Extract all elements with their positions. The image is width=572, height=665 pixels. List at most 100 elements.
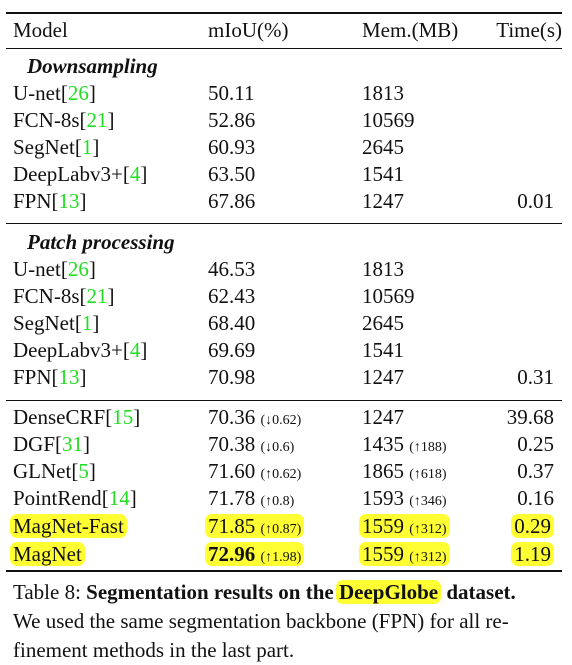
- mem-delta: (↑618): [409, 467, 447, 482]
- highlight-mark: MagNet-Fast: [10, 514, 127, 538]
- model-cell: DeepLabv3+[4]: [13, 162, 148, 186]
- citation-link[interactable]: 13: [58, 189, 80, 213]
- miou-delta: (↓0.6): [260, 440, 295, 455]
- citation-link[interactable]: 31: [62, 432, 84, 456]
- miou-cell: 63.50: [208, 162, 256, 186]
- table-row: FCN-8s[21] 52.86 10569: [0, 107, 572, 134]
- citation-link[interactable]: 13: [58, 365, 80, 389]
- citation-link[interactable]: 5: [78, 459, 89, 483]
- table-row-magnet: MagNet 72.96 (↑1.98) 1559 (↑312) 1.19: [0, 541, 572, 568]
- table-row: FCN-8s[21] 62.43 10569: [0, 283, 572, 310]
- table-row: DGF[31] 70.38 (↓0.6) 1435 (↑188) 0.25: [0, 431, 572, 458]
- model-cell: FPN[13]: [13, 365, 87, 389]
- section-title-patch-processing: Patch processing: [27, 230, 175, 254]
- time-cell: 0.37: [517, 459, 554, 483]
- mem-delta: (↑346): [409, 494, 447, 509]
- citation-link[interactable]: 26: [67, 81, 89, 105]
- citation-link[interactable]: 21: [86, 284, 108, 308]
- header-mem: Mem.(MB): [362, 18, 459, 42]
- mem-cell: 2645: [362, 311, 404, 335]
- header-time: Time(s): [496, 18, 562, 42]
- highlight-mark: 1559 (↑312): [359, 542, 450, 566]
- table-row: FPN[13] 70.98 1247 0.31: [0, 364, 572, 391]
- miou-delta: (↑0.87): [260, 522, 302, 537]
- model-cell: MagNet-Fast: [10, 513, 127, 540]
- miou-cell: 69.69: [208, 338, 256, 362]
- mem-delta: (↑188): [409, 440, 447, 455]
- highlight-mark: 1.19: [511, 542, 554, 566]
- miou-cell: 60.93: [208, 135, 256, 159]
- mem-cell: 1559 (↑312): [359, 513, 450, 543]
- highlight-mark: 71.85 (↑0.87): [205, 514, 305, 538]
- miou-cell: 46.53: [208, 257, 256, 281]
- citation-link[interactable]: 4: [129, 338, 141, 362]
- citation-link[interactable]: 26: [67, 257, 89, 281]
- miou-cell: 70.36 (↓0.62): [208, 405, 302, 429]
- miou-delta: (↓0.62): [260, 413, 302, 428]
- miou-cell: 52.86: [208, 108, 256, 132]
- miou-cell: 70.38 (↓0.6): [208, 432, 295, 456]
- mem-cell: 2645: [362, 135, 404, 159]
- mem-cell: 1541: [362, 162, 404, 186]
- table-row: DeepLabv3+[4] 63.50 1541: [0, 161, 572, 188]
- miou-cell: 50.11: [208, 81, 255, 105]
- miou-cell: 72.96 (↑1.98): [205, 541, 305, 571]
- caption-label: Table 8:: [13, 580, 81, 604]
- header-rule: [6, 48, 562, 49]
- miou-cell: 68.40: [208, 311, 256, 335]
- time-cell: 0.31: [517, 365, 554, 389]
- miou-cell: 71.85 (↑0.87): [205, 513, 305, 543]
- miou-cell: 71.78 (↑0.8): [208, 486, 295, 510]
- time-cell: 1.19: [511, 541, 554, 568]
- mem-cell: 1247: [362, 365, 404, 389]
- time-cell: 39.68: [506, 405, 554, 429]
- table-row: SegNet[1] 68.40 2645: [0, 310, 572, 337]
- caption-line-3: finement methods in the last part.: [13, 638, 295, 662]
- mem-delta: (↑312): [409, 550, 447, 565]
- table-row: PointRend[14] 71.78 (↑0.8) 1593 (↑346) 0…: [0, 485, 572, 512]
- mem-cell: 1593 (↑346): [362, 486, 447, 510]
- miou-cell: 67.86: [208, 189, 256, 213]
- mem-cell: 1247: [362, 405, 404, 429]
- table-row: GLNet[5] 71.60 (↑0.62) 1865 (↑618) 0.37: [0, 458, 572, 485]
- mem-cell: 1541: [362, 338, 404, 362]
- mem-cell: 1813: [362, 257, 404, 281]
- highlight-mark: MagNet: [10, 542, 85, 566]
- time-cell: 0.29: [511, 513, 554, 540]
- model-cell: GLNet[5]: [13, 459, 96, 483]
- model-cell: MagNet: [10, 541, 85, 568]
- table-row: DenseCRF[15] 70.36 (↓0.62) 1247 39.68: [0, 404, 572, 431]
- mem-cell: 10569: [362, 108, 415, 132]
- section2-rule: [6, 400, 562, 401]
- model-cell: FCN-8s[21]: [13, 284, 115, 308]
- citation-link[interactable]: 14: [108, 486, 130, 510]
- model-cell: U-net[26]: [13, 81, 96, 105]
- time-cell: 0.01: [517, 189, 554, 213]
- citation-link[interactable]: 21: [86, 108, 108, 132]
- model-cell: DGF[31]: [13, 432, 91, 456]
- header-row: Model mIoU(%) Mem.(MB) Time(s): [0, 17, 572, 44]
- model-cell: PointRend[14]: [13, 486, 137, 510]
- citation-link[interactable]: 1: [81, 311, 93, 335]
- miou-delta: (↑0.62): [260, 467, 302, 482]
- miou-cell: 70.98: [208, 365, 256, 389]
- header-miou: mIoU(%): [208, 18, 289, 42]
- mem-cell: 1559 (↑312): [359, 541, 450, 571]
- top-rule: [6, 12, 562, 14]
- highlight-mark: 0.29: [511, 514, 554, 538]
- citation-link[interactable]: 4: [129, 162, 141, 186]
- citation-link[interactable]: 1: [81, 135, 93, 159]
- model-cell: SegNet[1]: [13, 311, 100, 335]
- miou-cell: 62.43: [208, 284, 256, 308]
- citation-link[interactable]: 15: [112, 405, 134, 429]
- table-row: U-net[26] 46.53 1813: [0, 256, 572, 283]
- model-cell: FPN[13]: [13, 189, 87, 213]
- mem-cell: 1435 (↑188): [362, 432, 447, 456]
- mem-cell: 1247: [362, 189, 404, 213]
- miou-delta: (↑1.98): [260, 550, 302, 565]
- time-cell: 0.25: [517, 432, 554, 456]
- mem-cell: 1865 (↑618): [362, 459, 447, 483]
- miou-cell: 71.60 (↑0.62): [208, 459, 302, 483]
- table-row-magnet-fast: MagNet-Fast 71.85 (↑0.87) 1559 (↑312) 0.…: [0, 513, 572, 540]
- mem-delta: (↑312): [409, 522, 447, 537]
